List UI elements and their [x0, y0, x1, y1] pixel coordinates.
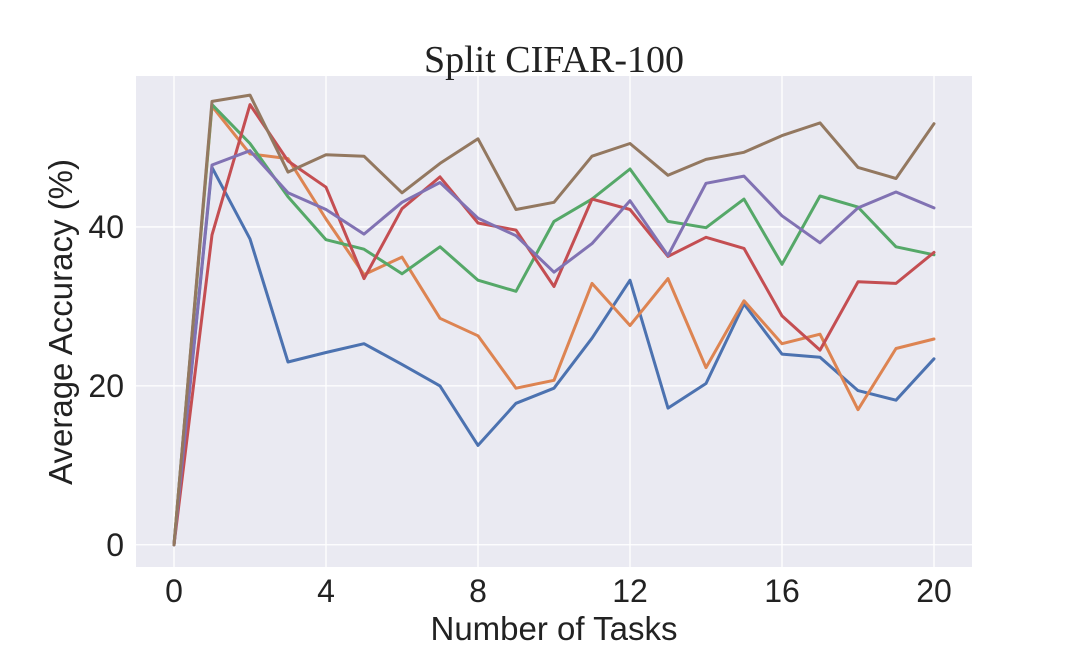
y-tick-label: 20 — [88, 368, 124, 404]
y-axis-label: Average Accuracy (%) — [42, 159, 79, 485]
x-tick-labels: 0 4 8 12 16 20 — [165, 573, 952, 609]
series-lines — [172, 93, 936, 547]
chart-title: Split CIFAR-100 — [424, 39, 684, 81]
x-tick-label: 0 — [165, 573, 183, 609]
series-line-3 — [172, 103, 936, 547]
plot-background — [136, 76, 972, 567]
x-axis-label: Number of Tasks — [431, 610, 678, 647]
series-line-6 — [172, 93, 936, 547]
series-line-4 — [172, 103, 936, 547]
x-tick-label: 8 — [469, 573, 487, 609]
x-tick-label: 4 — [317, 573, 335, 609]
x-tick-label: 20 — [916, 573, 952, 609]
series-line-5 — [172, 149, 936, 547]
gridlines — [136, 76, 972, 567]
y-tick-labels: 0 20 40 — [88, 209, 124, 563]
series-line-1 — [172, 165, 936, 547]
x-tick-label: 16 — [764, 573, 800, 609]
x-tick-label: 12 — [612, 573, 648, 609]
y-tick-label: 40 — [88, 209, 124, 245]
y-tick-label: 0 — [106, 527, 124, 563]
